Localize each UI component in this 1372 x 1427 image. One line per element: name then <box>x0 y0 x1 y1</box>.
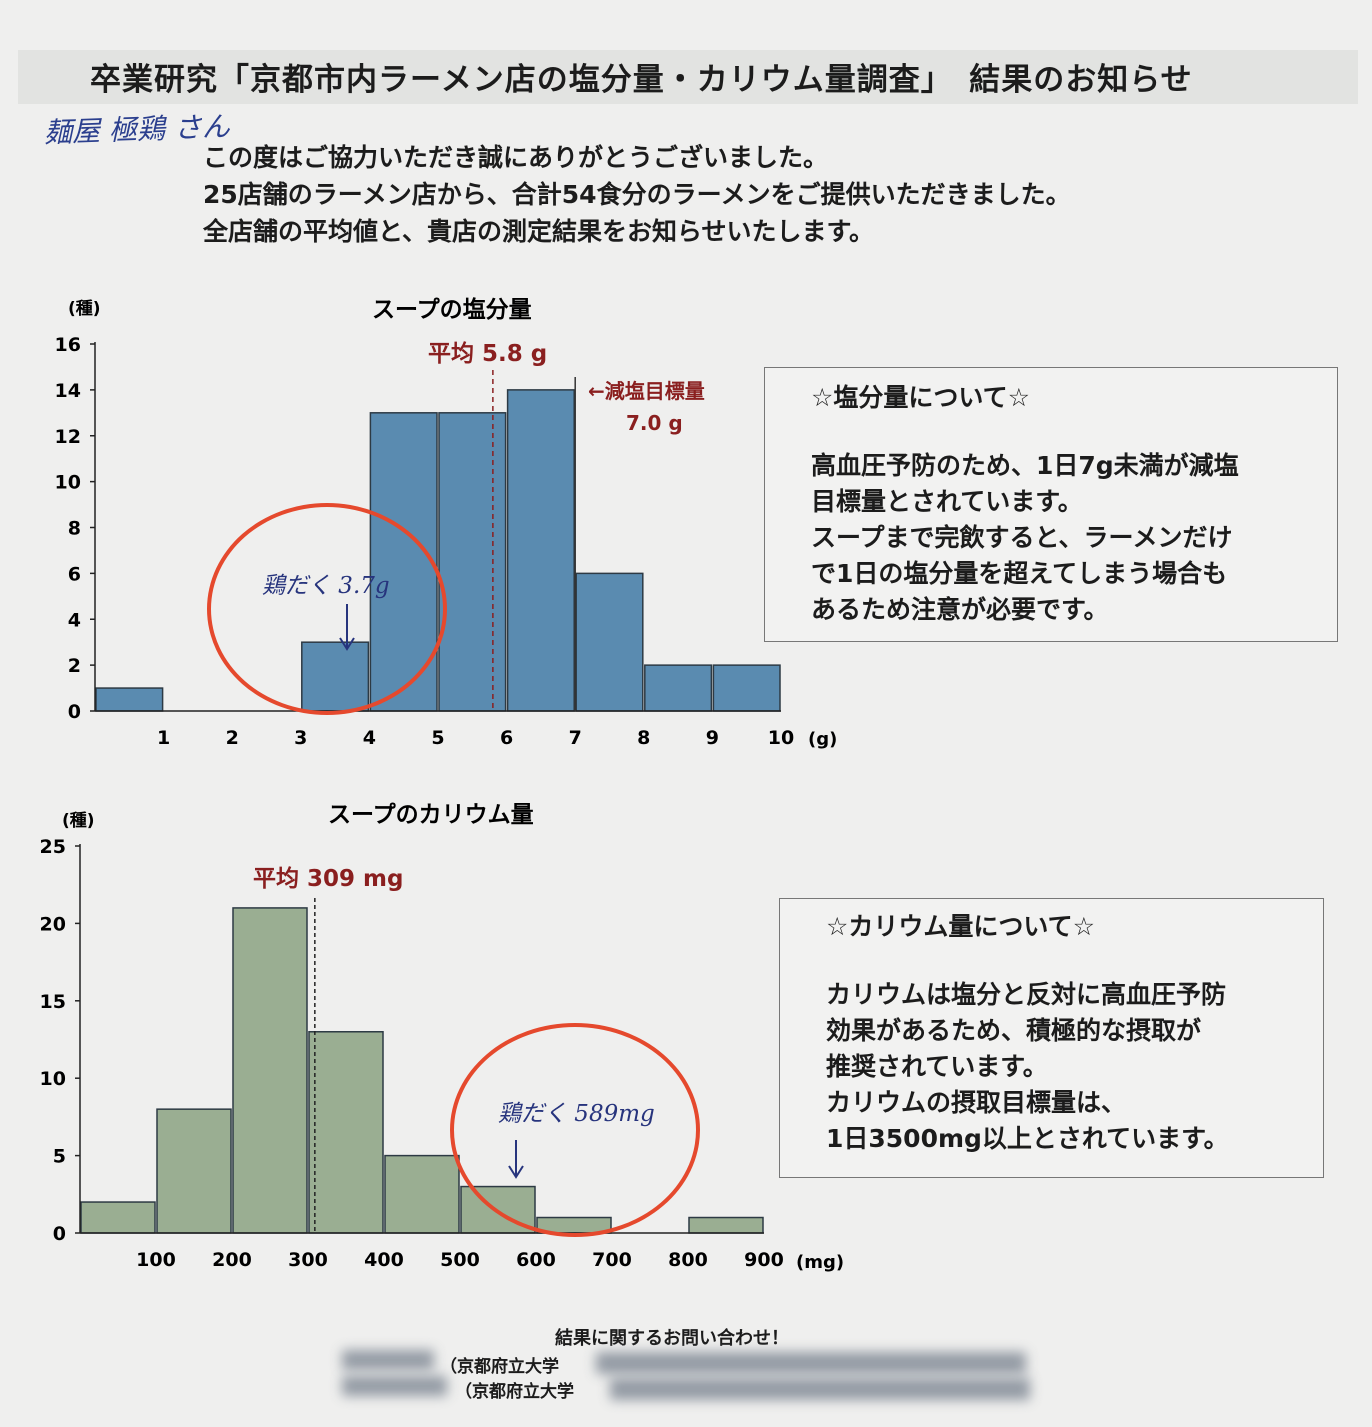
y-tick-label: 6 <box>68 563 81 585</box>
redacted-name <box>342 1350 434 1370</box>
y-tick-label: 8 <box>68 518 81 540</box>
y-tick-label: 25 <box>40 836 66 858</box>
histogram-bar <box>80 1201 156 1234</box>
potassium-chart-ylabel: (種) <box>62 810 95 831</box>
x-tick-label: 800 <box>668 1249 708 1271</box>
redacted-name <box>342 1376 447 1396</box>
x-tick-label: 4 <box>363 727 376 749</box>
salt-info-line: で1日の塩分量を超えてしまう場合も <box>811 559 1228 588</box>
intro-line: 25店舗のラーメン店から、合計54食分のラーメンをご提供いただきました。 <box>203 180 1071 209</box>
salt-target-value: 7.0 g <box>626 411 683 435</box>
y-tick-label: 4 <box>68 609 81 631</box>
x-tick-label: 900 <box>744 1249 784 1271</box>
potassium-info-line: 効果があるため、積極的な摂取が <box>826 1016 1202 1045</box>
histogram-bar <box>688 1216 764 1234</box>
x-tick-label: 3 <box>294 727 307 749</box>
salt-chart-xlabel: (g) <box>808 729 837 750</box>
y-tick-label: 0 <box>68 701 81 723</box>
salt-bars <box>95 389 781 712</box>
y-tick-label: 12 <box>55 426 81 448</box>
x-tick-label: 400 <box>364 1249 404 1271</box>
salt-chart-title: スープの塩分量 <box>372 296 532 323</box>
salt-info-line: 目標量とされています。 <box>811 487 1083 516</box>
redacted-contact <box>596 1352 1026 1374</box>
x-tick-label: 5 <box>431 727 444 749</box>
handwritten-note-potassium: 鶏だく 589mg <box>498 1101 655 1127</box>
salt-info-line: スープまで完飲すると、ラーメンだけ <box>811 523 1233 552</box>
y-tick-label: 0 <box>53 1223 66 1245</box>
histogram-bar <box>438 412 507 712</box>
handwritten-note-salt: 鶏だく 3.7g <box>262 573 390 599</box>
potassium-info-line: 1日3500mg以上とされています。 <box>826 1124 1229 1153</box>
intro-line: 全店舗の平均値と、貴店の測定結果をお知らせいたします。 <box>203 217 875 246</box>
histogram-bar <box>384 1154 460 1234</box>
x-tick-label: 7 <box>569 727 582 749</box>
y-tick-label: 20 <box>40 913 66 935</box>
potassium-chart-xlabel: (mg) <box>796 1252 844 1273</box>
x-tick-label: 9 <box>706 727 719 749</box>
histogram-bar <box>95 687 164 712</box>
y-tick-label: 5 <box>53 1146 66 1168</box>
x-tick-label: 6 <box>500 727 513 749</box>
histogram-bar <box>644 664 713 712</box>
potassium-bars <box>80 907 764 1234</box>
y-tick-label: 10 <box>55 472 81 494</box>
potassium-info-title: ☆カリウム量について☆ <box>826 912 1096 941</box>
x-tick-label: 1 <box>157 727 170 749</box>
x-tick-label: 2 <box>226 727 239 749</box>
histogram-bar <box>232 907 308 1234</box>
potassium-chart-title: スープのカリウム量 <box>328 802 534 828</box>
y-tick-label: 10 <box>40 1068 66 1090</box>
histogram-bar <box>308 1031 384 1234</box>
histogram-bar <box>156 1108 232 1234</box>
y-tick-label: 14 <box>55 380 81 402</box>
x-tick-label: 300 <box>288 1249 328 1271</box>
salt-info-box: ☆塩分量について☆ 高血圧予防のため、1日7g未満が減塩 目標量とされています。… <box>764 367 1338 642</box>
potassium-info-line: 推奨されています。 <box>826 1052 1048 1081</box>
intro-line: この度はご協力いただき誠にありがとうございました。 <box>203 143 829 172</box>
redacted-contact <box>610 1378 1030 1400</box>
x-tick-label: 700 <box>592 1249 632 1271</box>
potassium-info-line: カリウムの摂取目標量は、 <box>826 1088 1127 1117</box>
footer-contact-line: （京都府立大学 <box>455 1382 574 1402</box>
potassium-mean-label: 平均 309 mg <box>253 865 403 892</box>
x-tick-label: 600 <box>516 1249 556 1271</box>
salt-target-label: ←減塩目標量 <box>588 379 705 403</box>
salt-mean-label: 平均 5.8 g <box>428 340 547 367</box>
x-tick-label: 100 <box>136 1249 176 1271</box>
potassium-chart: (種) スープのカリウム量 0 5 10 15 20 25 100 200 300 400 500 6… <box>40 802 845 1273</box>
histogram-bar <box>506 389 575 712</box>
histogram-bar <box>712 664 781 712</box>
highlight-circle-potassium <box>450 1023 700 1237</box>
potassium-info-line: カリウムは塩分と反対に高血圧予防 <box>826 980 1227 1009</box>
title-band <box>18 50 1358 104</box>
highlight-circle-salt <box>207 503 447 715</box>
salt-info-title: ☆塩分量について☆ <box>811 383 1031 412</box>
salt-info-line: あるため注意が必要です。 <box>811 595 1109 624</box>
y-tick-label: 16 <box>55 334 81 356</box>
x-tick-label: 10 <box>768 727 794 749</box>
y-tick-label: 15 <box>40 991 66 1013</box>
document-title: 卒業研究「京都市内ラーメン店の塩分量・カリウム量調査」 結果のお知らせ <box>90 62 1193 98</box>
footer-title: 結果に関するお問い合わせ！ <box>555 1328 789 1349</box>
x-tick-label: 500 <box>440 1249 480 1271</box>
footer-contact-line: （京都府立大学 <box>440 1357 559 1377</box>
salt-info-line: 高血圧予防のため、1日7g未満が減塩 <box>811 451 1239 480</box>
x-tick-label: 8 <box>637 727 650 749</box>
potassium-info-box: ☆カリウム量について☆ カリウムは塩分と反対に高血圧予防 効果があるため、積極的… <box>779 898 1324 1178</box>
histogram-bar <box>575 572 644 712</box>
x-tick-label: 200 <box>212 1249 252 1271</box>
y-tick-label: 2 <box>68 655 81 677</box>
intro-text: この度はご協力いただき誠にありがとうございました。 25店舗のラーメン店から、合… <box>203 139 1303 250</box>
potassium-axes: 0 5 10 15 20 25 100 200 300 400 500 600 700 800 900 <box>40 836 784 1271</box>
salt-chart-ylabel: (種) <box>68 298 101 319</box>
